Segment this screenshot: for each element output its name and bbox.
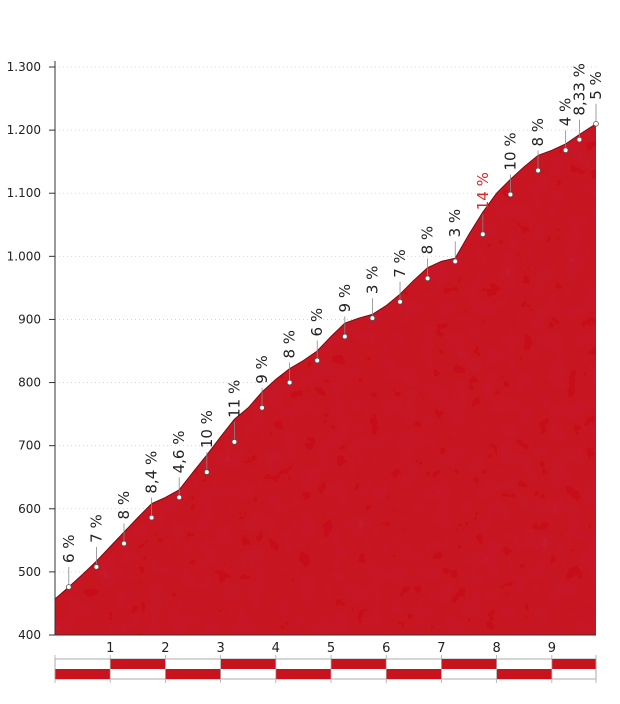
x-tick-label: 4	[272, 641, 280, 656]
gradient-marker	[452, 258, 459, 265]
gradient-marker	[314, 357, 321, 364]
y-tick-label: 500	[18, 565, 41, 579]
km-bar-block	[386, 669, 442, 679]
gradient-marker	[66, 584, 72, 590]
gradient-label: 6 %	[60, 534, 78, 563]
y-tick-label: 900	[18, 312, 41, 326]
y-tick-label: 1.000	[7, 249, 41, 263]
km-bar-block	[275, 669, 332, 679]
x-tick-label: 3	[216, 641, 224, 656]
gradient-marker	[93, 564, 100, 570]
profile-area	[55, 123, 596, 636]
gradient-marker	[424, 275, 431, 282]
gradient-label: 8 %	[281, 330, 299, 359]
y-tick-label: 1.100	[7, 186, 41, 200]
x-tick-label: 5	[327, 641, 335, 656]
gradient-label: 8 %	[419, 226, 437, 255]
gradient-marker	[507, 191, 514, 198]
gradient-label: 3 %	[446, 209, 464, 238]
gradient-label: 11 %	[225, 380, 243, 418]
gradient-label: 4,6 %	[170, 431, 188, 474]
y-tick-label: 1.300	[7, 60, 41, 74]
y-tick-label: 600	[18, 502, 41, 516]
gradient-label: 7 %	[391, 249, 409, 278]
gradient-marker	[121, 540, 127, 547]
x-axis-ticks: 1 2 3 4 5 6 7 8 9	[106, 641, 556, 656]
x-tick-label: 2	[161, 641, 169, 656]
km-bar-block	[220, 659, 276, 669]
gradient-label: 4 %	[557, 98, 575, 127]
gradient-marker	[480, 231, 486, 238]
km-bar-block	[496, 669, 552, 679]
gradient-label: 8,33 %	[570, 63, 588, 115]
gradient-label: 7 %	[87, 514, 105, 543]
y-tick-label: 700	[18, 439, 41, 453]
gradient-marker	[259, 404, 265, 411]
gradient-label: 6 %	[308, 308, 326, 337]
gradient-labels: 6 % 7 % 8 % 8,4 % 4,6 % 10 % 11 % 9 % 8 % 6 % 9 % 3…	[60, 63, 605, 590]
km-bar-block	[165, 669, 221, 679]
gradient-marker	[593, 121, 599, 127]
gradient-marker	[148, 514, 155, 521]
x-tick-label: 7	[437, 641, 445, 656]
x-tick-label: 9	[548, 641, 556, 656]
gradient-label: 8 %	[529, 118, 547, 147]
gradient-marker	[342, 333, 348, 340]
gradient-label: 5 %	[587, 71, 605, 100]
gradient-label: 9 %	[336, 284, 354, 313]
km-bar	[54, 655, 597, 683]
gradient-marker	[562, 147, 569, 154]
profile-line	[54, 123, 597, 600]
km-bar-block	[110, 659, 166, 669]
gradient-label: 3 %	[363, 266, 381, 295]
y-tick-label: 1.200	[7, 123, 41, 137]
x-tick-label: 8	[492, 641, 500, 656]
km-bar-block	[331, 659, 387, 669]
gradient-label: 9 %	[253, 355, 271, 384]
gradient-marker	[204, 469, 210, 475]
km-bar-block	[55, 669, 111, 679]
y-axis-ticks: 400 500 600 700 800 900 1.000 1.100 1.200 1.300	[7, 60, 55, 642]
x-tick-label: 6	[382, 641, 390, 656]
gradient-marker	[369, 315, 376, 321]
y-tick-label: 800	[18, 376, 41, 390]
axes	[54, 61, 596, 636]
gradient-label: 8 %	[115, 491, 133, 520]
gradient-marker	[535, 167, 541, 174]
y-tick-label: 400	[18, 628, 41, 642]
km-bar-block	[551, 659, 596, 669]
profile-area-layer	[54, 123, 597, 636]
gradient-marker	[231, 439, 238, 445]
gradient-marker	[286, 379, 293, 386]
gradient-marker	[397, 298, 403, 305]
gradient-label: 8,4 %	[143, 451, 161, 494]
gradient-marker	[576, 136, 583, 143]
x-tick-label: 1	[106, 641, 114, 656]
gradient-label: 14 %	[474, 172, 492, 210]
gradient-label: 10 %	[198, 410, 216, 448]
gradient-marker	[176, 494, 183, 501]
km-bar-block	[441, 659, 497, 669]
gradient-label: 10 %	[501, 132, 519, 170]
